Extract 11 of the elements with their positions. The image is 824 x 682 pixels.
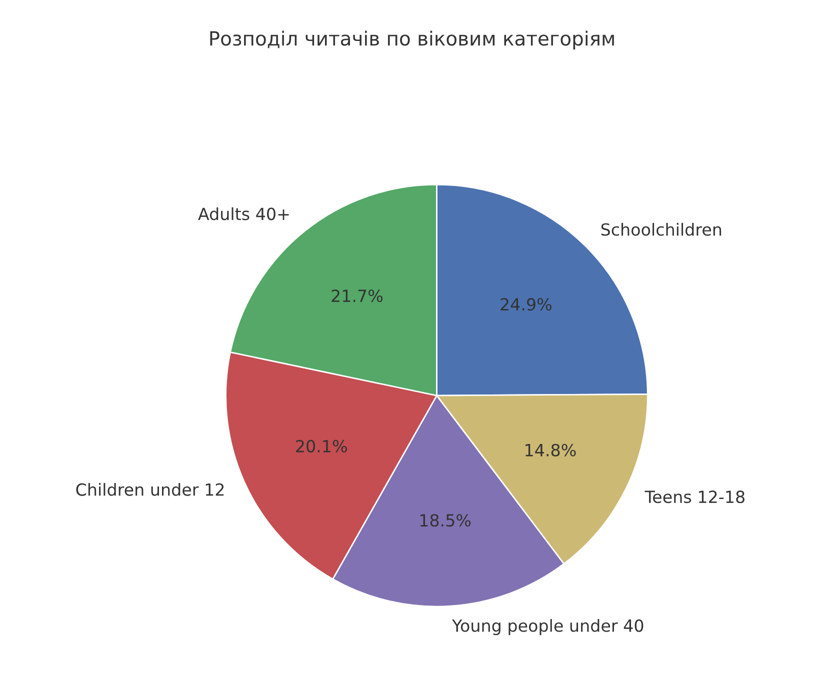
- data-label: 14.8%: [526, 444, 576, 456]
- data-label: 24.9%: [500, 298, 552, 311]
- data-label: 18.5%: [420, 514, 471, 527]
- slice-label: Schoolchildren: [601, 222, 722, 236]
- data-label: 20.1%: [296, 440, 347, 452]
- slice-label: Adults 40+: [198, 207, 289, 220]
- data-label: 21.7%: [332, 290, 383, 302]
- slice-label: Teens 12-18: [644, 490, 744, 504]
- slice-label: Young people under 40: [452, 619, 644, 636]
- slice-label: Children under 12: [76, 482, 224, 496]
- chart-title: Розподіл читачів по віковим категоріям: [210, 30, 614, 50]
